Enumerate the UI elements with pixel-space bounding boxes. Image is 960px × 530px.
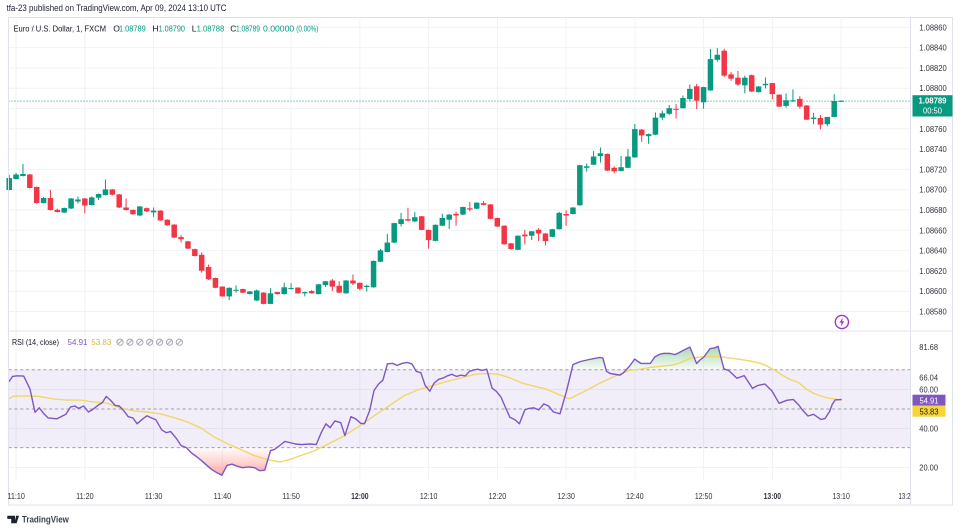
svg-text:11:50: 11:50 [282, 491, 300, 501]
svg-text:1.08600: 1.08600 [919, 286, 947, 296]
svg-text:60.00: 60.00 [919, 385, 938, 395]
svg-text:11:30: 11:30 [145, 491, 163, 501]
svg-text:1.08789: 1.08789 [919, 96, 947, 106]
svg-text:RSI (14, close): RSI (14, close) [12, 337, 59, 347]
svg-text:12:40: 12:40 [626, 491, 644, 501]
svg-text:1.08840: 1.08840 [919, 43, 947, 53]
svg-text:00:50: 00:50 [923, 105, 942, 115]
svg-text:1.08790: 1.08790 [159, 24, 186, 34]
svg-text:11:40: 11:40 [214, 491, 232, 501]
svg-text:1.08720: 1.08720 [919, 164, 947, 174]
svg-text:TradingView: TradingView [22, 514, 70, 525]
svg-text:13:00: 13:00 [764, 491, 782, 501]
svg-text:1.08860: 1.08860 [919, 22, 947, 32]
svg-text:1.08788: 1.08788 [197, 24, 225, 34]
svg-text:13:10: 13:10 [832, 491, 850, 501]
svg-text:12:00: 12:00 [351, 491, 369, 501]
svg-text:11:10: 11:10 [7, 491, 25, 501]
svg-text:1.08580: 1.08580 [919, 307, 947, 317]
svg-text:(0.00%): (0.00%) [296, 24, 318, 34]
svg-text:1.08620: 1.08620 [919, 266, 947, 276]
svg-text:40.00: 40.00 [919, 424, 938, 434]
svg-text:O: O [113, 24, 120, 34]
svg-text:12:30: 12:30 [557, 491, 575, 501]
svg-text:54.91: 54.91 [68, 337, 88, 347]
svg-text:H: H [153, 24, 159, 34]
svg-text:1.08800: 1.08800 [919, 83, 947, 93]
svg-text:53.83: 53.83 [920, 406, 939, 416]
svg-text:20.00: 20.00 [919, 463, 938, 473]
svg-text:1.08789: 1.08789 [236, 24, 260, 34]
svg-text:12:10: 12:10 [420, 491, 438, 501]
svg-text:1.08820: 1.08820 [919, 63, 947, 73]
svg-text:54.91: 54.91 [920, 395, 939, 405]
svg-text:1.08680: 1.08680 [919, 205, 947, 215]
svg-text:1.08740: 1.08740 [919, 144, 947, 154]
svg-text:81.68: 81.68 [919, 342, 938, 352]
svg-text:Euro / U.S. Dollar, 1, FXCM: Euro / U.S. Dollar, 1, FXCM [14, 24, 107, 34]
svg-text:1.08789: 1.08789 [119, 24, 146, 34]
svg-text:13:2: 13:2 [899, 491, 911, 501]
svg-text:tfa-23 published on TradingVie: tfa-23 published on TradingView.com, Apr… [7, 3, 227, 13]
svg-text:11:20: 11:20 [76, 491, 94, 501]
svg-text:0.00000: 0.00000 [263, 24, 294, 34]
svg-text:12:50: 12:50 [695, 491, 713, 501]
svg-text:66.04: 66.04 [919, 373, 938, 383]
svg-text:L: L [192, 24, 197, 34]
svg-text:12:20: 12:20 [489, 491, 507, 501]
svg-text:1.08660: 1.08660 [919, 225, 947, 235]
svg-text:1.08760: 1.08760 [919, 124, 947, 134]
svg-text:1.08640: 1.08640 [919, 246, 947, 256]
svg-text:53.83: 53.83 [91, 337, 111, 347]
svg-text:C: C [230, 24, 236, 34]
svg-text:1.08700: 1.08700 [919, 185, 947, 195]
